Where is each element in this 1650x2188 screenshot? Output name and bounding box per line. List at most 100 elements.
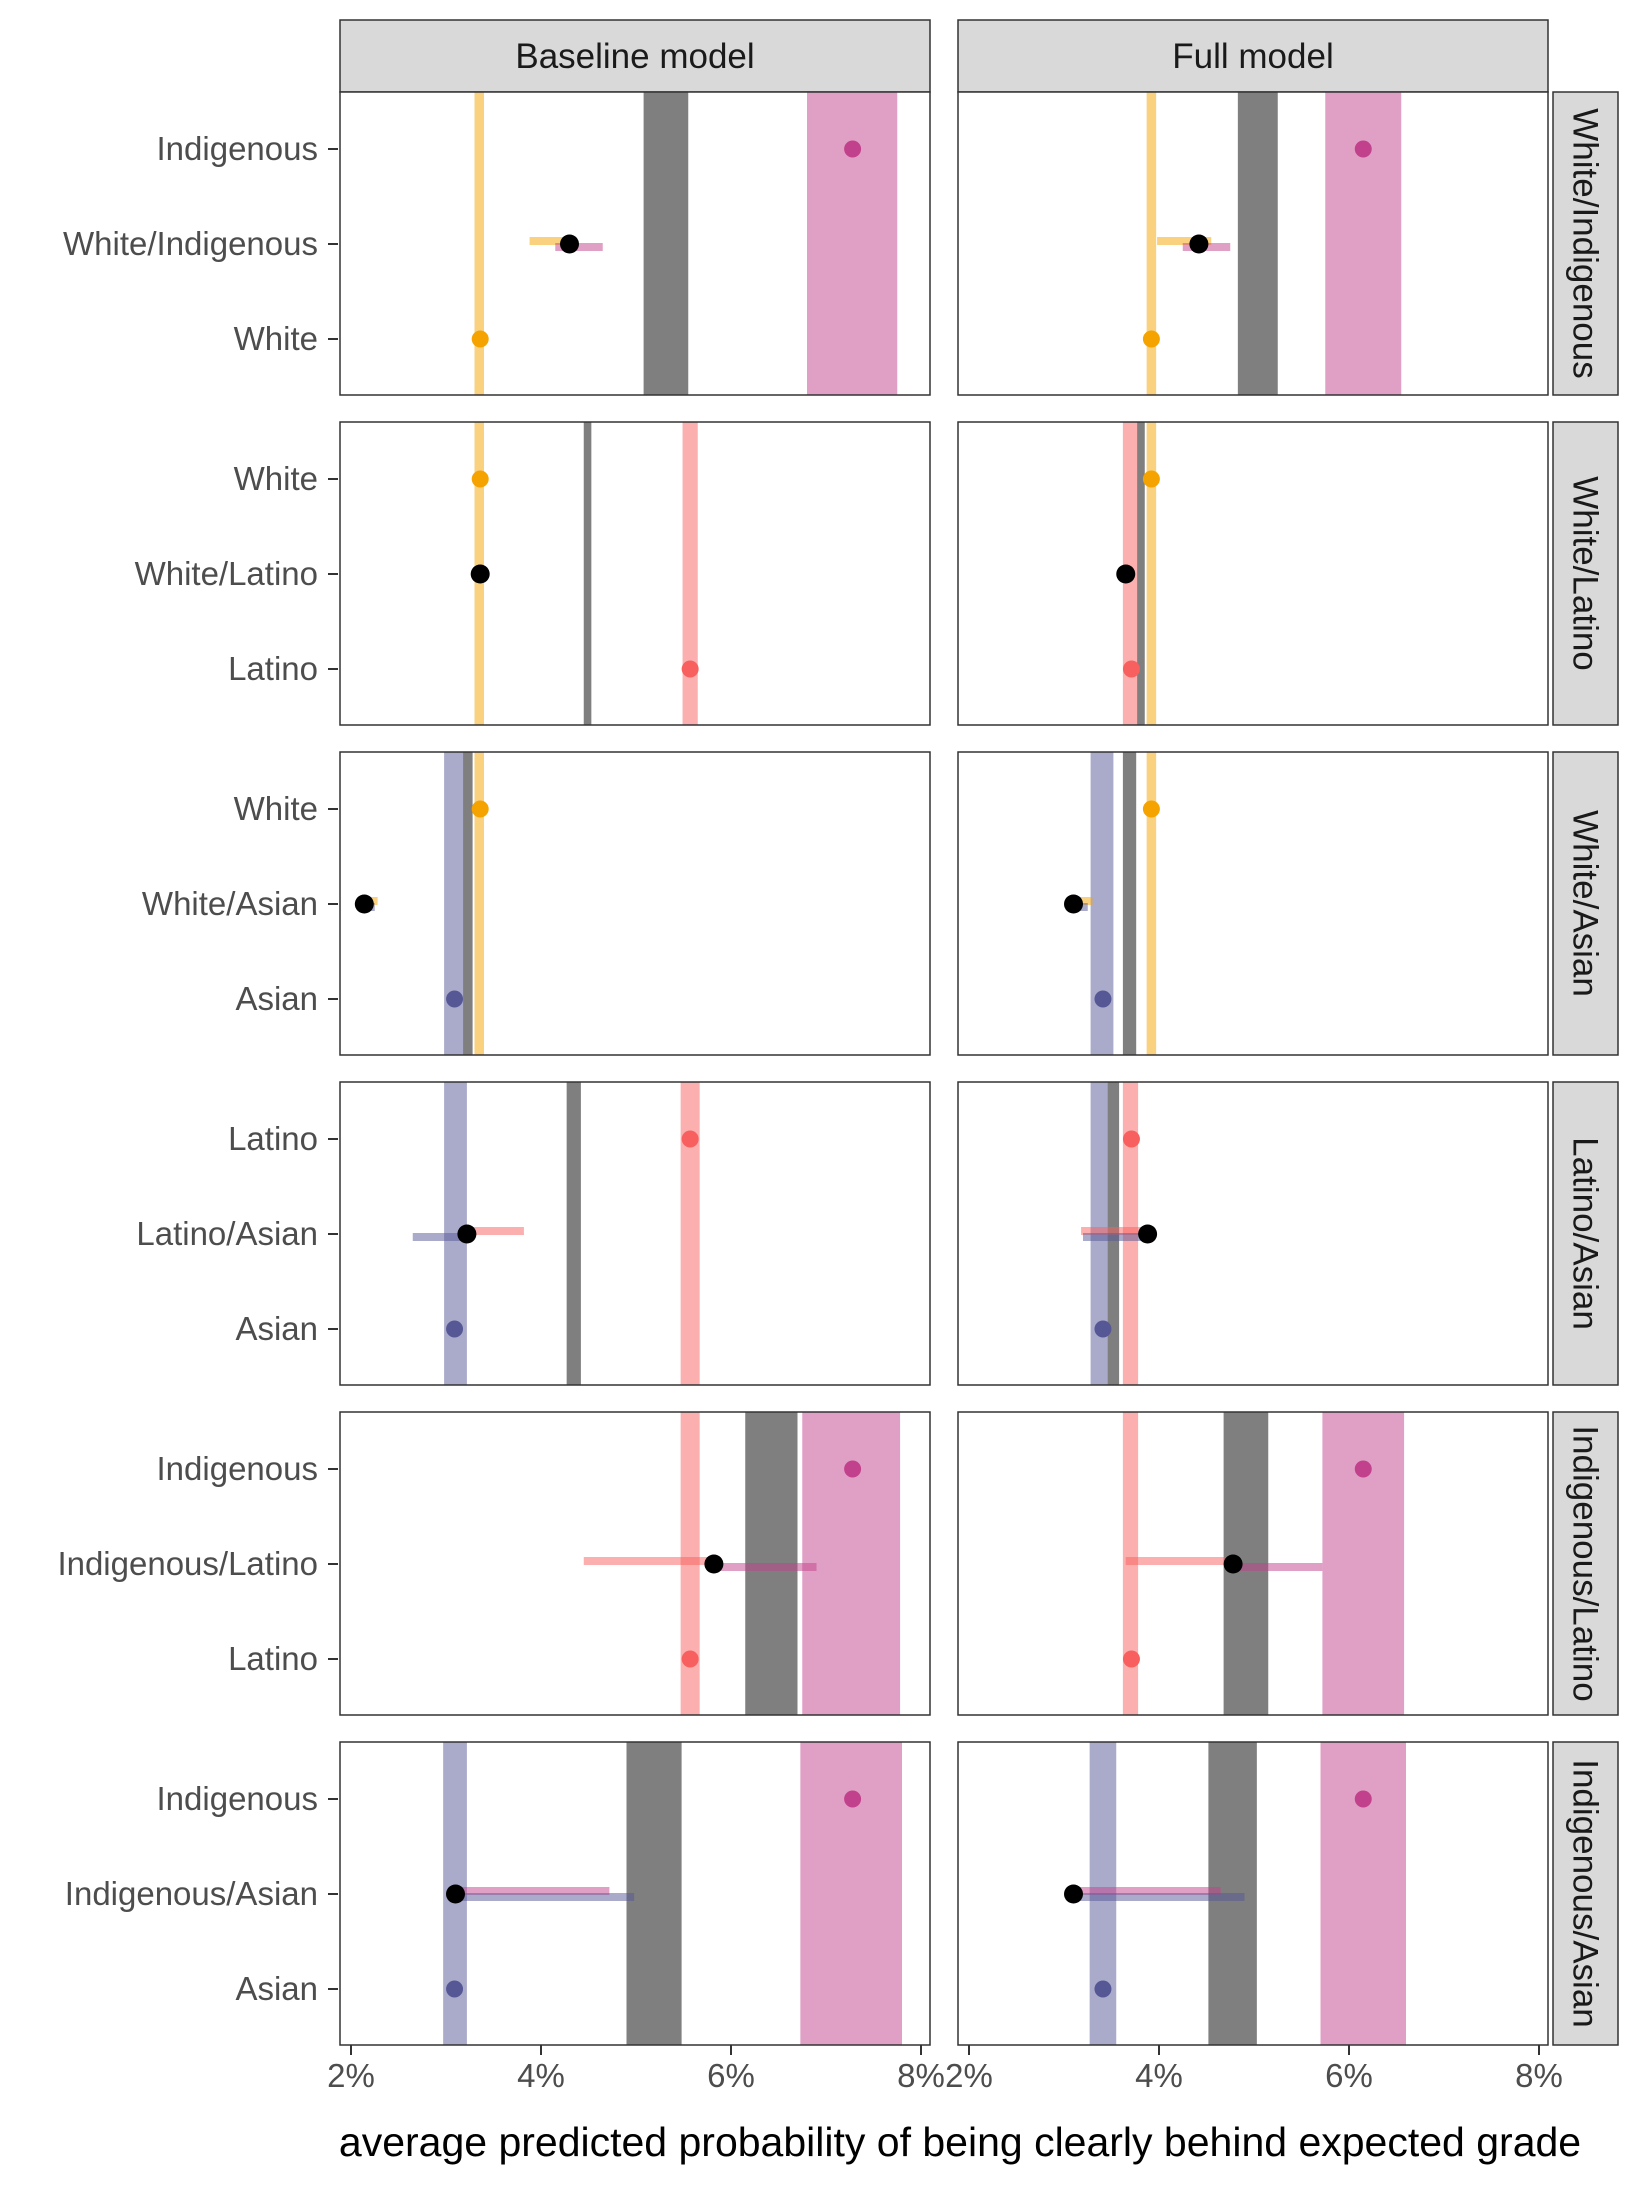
interval-indigenous [1233, 1563, 1323, 1571]
panel-border [339, 91, 931, 396]
interval-asian [1083, 1233, 1148, 1241]
row-strip [1552, 91, 1619, 396]
panel-border [957, 91, 1549, 396]
y-tick-label: Indigenous [157, 1780, 318, 1817]
band-asian [1090, 752, 1114, 1055]
row-strip [1552, 1411, 1619, 1716]
point-indigenous [1354, 1460, 1372, 1478]
band-indigenous [800, 1742, 902, 2045]
y-tick-label: Indigenous/Latino [57, 1545, 318, 1582]
panel [339, 91, 931, 396]
point-asian [1094, 1320, 1112, 1338]
y-tick-label: White/Indigenous [63, 225, 318, 262]
column-strip-label: Full model [1172, 37, 1333, 76]
band-multiracial [1122, 752, 1137, 1055]
y-tick-label: Latino/Asian [136, 1215, 318, 1252]
panel [957, 751, 1549, 1056]
band-asian [444, 752, 465, 1055]
row-strip-label: White/Indigenous [1566, 108, 1605, 378]
column-strip [339, 19, 931, 93]
point-multiracial [1189, 234, 1209, 254]
point-multiracial [1116, 564, 1136, 584]
band-multiracial [643, 92, 689, 395]
point-indigenous [844, 1790, 862, 1808]
band-indigenous [802, 1412, 901, 1715]
panel [339, 1411, 931, 1716]
interval-latino [1125, 1557, 1234, 1565]
row-strip-label: White/Asian [1566, 810, 1605, 997]
row-strip-label: Latino/Asian [1566, 1137, 1605, 1330]
band-multiracial [1137, 422, 1145, 725]
band-indigenous [1322, 1412, 1405, 1715]
panel [957, 1741, 1549, 2046]
point-multiracial [446, 1884, 465, 1904]
column-strip-label: Baseline model [515, 37, 754, 76]
panel [957, 1081, 1549, 1386]
panel-border [339, 421, 931, 726]
band-multiracial [566, 1082, 581, 1385]
band-indigenous [1325, 92, 1402, 395]
panel-background [340, 752, 930, 1055]
point-white [1142, 470, 1160, 488]
row-strip-label: Indigenous/Latino [1566, 1425, 1605, 1701]
interval-asian [412, 1233, 467, 1241]
band-indigenous [807, 92, 898, 395]
x-tick-label: 8% [1515, 2057, 1563, 2094]
x-tick-label: 2% [945, 2057, 993, 2094]
point-latino [1122, 1130, 1140, 1148]
interval-white [1073, 897, 1093, 905]
panel-border [957, 1741, 1549, 2046]
interval-latino [1081, 1227, 1148, 1235]
interval-white [529, 237, 575, 245]
band-white [1146, 752, 1157, 1055]
panel-border [957, 421, 1549, 726]
point-indigenous [844, 140, 862, 158]
point-white [471, 470, 489, 488]
point-asian [1094, 1980, 1112, 1998]
interval-indigenous [1073, 1887, 1221, 1895]
panel [957, 1411, 1549, 1716]
x-tick-label: 6% [1325, 2057, 1373, 2094]
interval-latino [466, 1227, 524, 1235]
point-indigenous [844, 1460, 862, 1478]
point-asian [446, 990, 464, 1008]
panel [339, 751, 931, 1056]
band-multiracial [626, 1742, 682, 2045]
point-multiracial [470, 564, 490, 584]
band-latino [682, 422, 698, 725]
point-multiracial [1064, 1884, 1083, 1904]
interval-latino [583, 1557, 714, 1565]
x-tick-label: 2% [327, 2057, 375, 2094]
panel-background [340, 422, 930, 725]
point-latino [681, 1130, 699, 1148]
band-white [1146, 422, 1157, 725]
point-white [1142, 800, 1160, 818]
point-multiracial [457, 1224, 477, 1244]
point-multiracial [1223, 1554, 1243, 1574]
x-tick-label: 4% [517, 2057, 565, 2094]
panel [339, 421, 931, 726]
row-strip [1552, 751, 1619, 1056]
row-strip [1552, 1081, 1619, 1386]
panel [339, 1081, 931, 1386]
x-tick-label: 6% [707, 2057, 755, 2094]
point-indigenous [1354, 140, 1372, 158]
panel [957, 421, 1549, 726]
panel [957, 91, 1549, 396]
y-tick-label: White/Latino [135, 555, 318, 592]
band-multiracial [1237, 92, 1278, 395]
column-strip [957, 19, 1549, 93]
panel-background [958, 1082, 1548, 1385]
band-multiracial [583, 422, 592, 725]
panel-border [957, 1411, 1549, 1716]
point-white [471, 800, 489, 818]
y-tick-label: Asian [235, 980, 318, 1017]
panel-border [339, 1411, 931, 1716]
panel-border [957, 1081, 1549, 1386]
band-white [474, 752, 484, 1055]
panel [339, 1741, 931, 2046]
point-asian [1094, 990, 1112, 1008]
x-tick-label: 8% [897, 2057, 945, 2094]
y-tick-label: Asian [235, 1310, 318, 1347]
panel-border [339, 1741, 931, 2046]
